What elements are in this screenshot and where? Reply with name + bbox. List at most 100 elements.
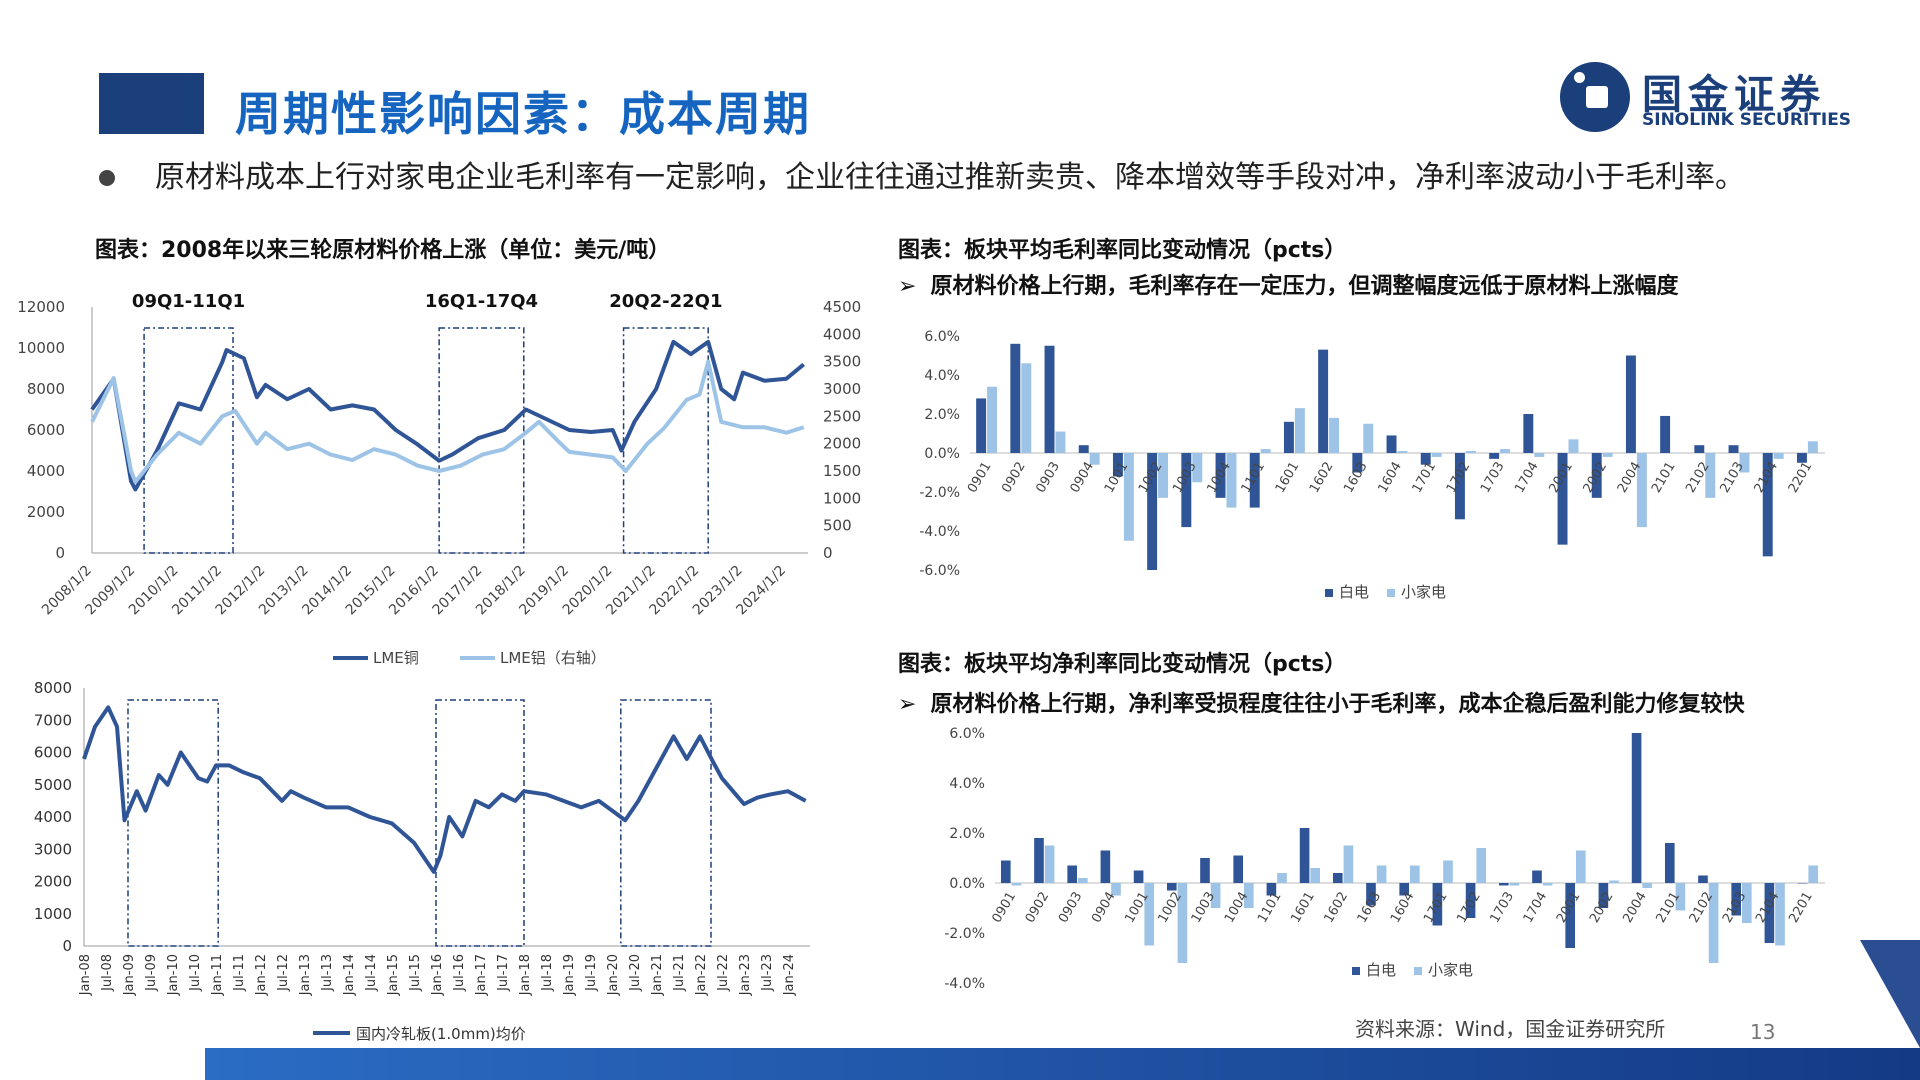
page-title: 周期性影响因素：成本周期 xyxy=(235,87,811,141)
y-tick-label: 4000 xyxy=(34,808,72,826)
bar-white-goods xyxy=(1366,883,1376,906)
x-tick-label: Jul-16 xyxy=(452,954,467,992)
corner-decoration xyxy=(1860,940,1920,1048)
bar-small-appliance xyxy=(1775,883,1785,946)
x-tick-label: Jan-09 xyxy=(122,954,137,996)
bar-white-goods xyxy=(1432,883,1443,926)
bar-white-goods xyxy=(1233,855,1243,883)
logo-cn-text: 国金证券 xyxy=(1642,72,1826,118)
bar-white-goods xyxy=(1133,870,1144,883)
period-label: 16Q1-17Q4 xyxy=(425,291,538,312)
y-left-tick-label: 8000 xyxy=(27,380,65,398)
y-tick-label: -2.0% xyxy=(919,485,960,501)
y-right-tick-label: 4500 xyxy=(823,298,861,316)
x-tick-label: Jul-23 xyxy=(760,954,775,992)
bar-small-appliance xyxy=(1210,883,1221,908)
fig1-title: 图表：2008年以来三轮原材料价格上涨（单位：美元/吨） xyxy=(95,238,671,263)
bar-white-goods xyxy=(1532,870,1542,883)
y-tick-label: 6.0% xyxy=(924,329,960,345)
bar-white-goods xyxy=(976,398,987,453)
fig2-note: ➢ 原材料价格上行期，毛利率存在一定压力，但调整幅度远低于原材料上涨幅度 xyxy=(898,268,1678,300)
x-tick-label: Jul-11 xyxy=(232,954,247,992)
bar-small-appliance xyxy=(1568,439,1579,453)
bar-small-appliance xyxy=(987,386,998,453)
y-right-tick-label: 0 xyxy=(823,544,833,562)
legend-label: LME铜 xyxy=(373,649,419,667)
arrow-icon: ➢ xyxy=(898,692,917,717)
bar-white-goods xyxy=(1498,883,1509,886)
period-box xyxy=(438,327,525,554)
x-tick-label: Jan-12 xyxy=(254,954,269,996)
bar-white-goods xyxy=(1591,453,1602,498)
bar-small-appliance xyxy=(1705,453,1716,498)
x-tick-label: 2002 xyxy=(1587,890,1617,926)
period-box xyxy=(620,699,712,947)
bar-white-goods xyxy=(1489,453,1500,459)
legend-swatch xyxy=(1414,967,1422,975)
y-tick-label: 2.0% xyxy=(949,826,985,842)
bar-small-appliance xyxy=(1363,423,1374,453)
x-tick-label: Jan-21 xyxy=(650,954,665,996)
x-tick-label: 0903 xyxy=(1056,890,1086,926)
period-box xyxy=(435,699,525,947)
bar-small-appliance xyxy=(1500,449,1511,453)
bar-small-appliance xyxy=(1144,883,1155,946)
bar-small-appliance xyxy=(1310,868,1321,883)
period-box xyxy=(622,327,709,554)
bar-small-appliance xyxy=(1410,865,1420,883)
period-label: 09Q1-11Q1 xyxy=(132,291,245,312)
bar-white-goods xyxy=(1283,421,1294,453)
bar-small-appliance xyxy=(1277,873,1287,883)
bar-white-goods xyxy=(1664,843,1675,883)
y-tick-label: -4.0% xyxy=(944,976,985,992)
x-tick-label: 1701 xyxy=(1421,890,1451,926)
bar-small-appliance xyxy=(1244,883,1254,908)
arrow-icon: ➢ xyxy=(898,274,917,299)
y-tick-label: 2000 xyxy=(34,873,72,891)
y-left-tick-label: 0 xyxy=(55,544,65,562)
y-tick-label: -4.0% xyxy=(919,524,960,540)
bullet-text: 原材料成本上行对家电企业毛利率有一定影响，企业往往通过推新卖贵、降本增效等手段对… xyxy=(155,160,1745,195)
x-tick-label: 2201 xyxy=(1786,890,1816,926)
y-right-tick-label: 2000 xyxy=(823,435,861,453)
x-tick-label: Jan-23 xyxy=(738,954,753,996)
x-tick-label: 1601 xyxy=(1288,890,1318,926)
x-tick-label: Jul-17 xyxy=(496,954,511,992)
legend-swatch xyxy=(1352,967,1360,975)
x-tick-label: 1101 xyxy=(1255,890,1285,926)
y-tick-label: -2.0% xyxy=(944,926,985,942)
y-tick-label: 6.0% xyxy=(949,726,985,742)
y-right-tick-label: 500 xyxy=(823,517,852,535)
y-right-tick-label: 4000 xyxy=(823,325,861,343)
y-tick-label: 2.0% xyxy=(924,407,960,423)
x-tick-label: Jul-10 xyxy=(188,954,203,992)
bar-small-appliance xyxy=(1343,845,1354,883)
bar-white-goods xyxy=(1078,445,1089,453)
legend-label: 小家电 xyxy=(1401,583,1446,601)
bar-small-appliance xyxy=(1476,848,1487,883)
bar-white-goods xyxy=(1698,875,1708,883)
bar-small-appliance xyxy=(1742,883,1752,923)
bar-white-goods xyxy=(1625,355,1636,453)
x-tick-label: Jul-13 xyxy=(320,954,335,992)
bar-white-goods xyxy=(1523,414,1534,453)
series-line-copper xyxy=(90,339,805,492)
bar-small-appliance xyxy=(1376,865,1387,883)
bar-small-appliance xyxy=(1443,860,1453,883)
page-number: 13 xyxy=(1750,1020,1776,1044)
bar-small-appliance xyxy=(1675,883,1686,911)
bar-white-goods xyxy=(1420,453,1431,465)
fig3-note-text: 原材料价格上行期，净利率受损程度往往小于毛利率，成本企稳后盈利能力修复较快 xyxy=(930,692,1745,717)
source-note: 资料来源：Wind，国金证券研究所 xyxy=(1355,1017,1666,1041)
bar-white-goods xyxy=(1299,828,1310,883)
x-tick-label: Jan-20 xyxy=(606,954,621,996)
bar-white-goods xyxy=(1044,345,1055,453)
y-tick-label: 8000 xyxy=(34,679,72,697)
x-tick-label: Jan-22 xyxy=(694,954,709,996)
logo-en-text: SINOLINK SECURITIES xyxy=(1642,110,1852,130)
bar-white-goods xyxy=(1557,453,1568,545)
y-left-tick-label: 10000 xyxy=(17,339,65,357)
bar-small-appliance xyxy=(1636,453,1647,528)
